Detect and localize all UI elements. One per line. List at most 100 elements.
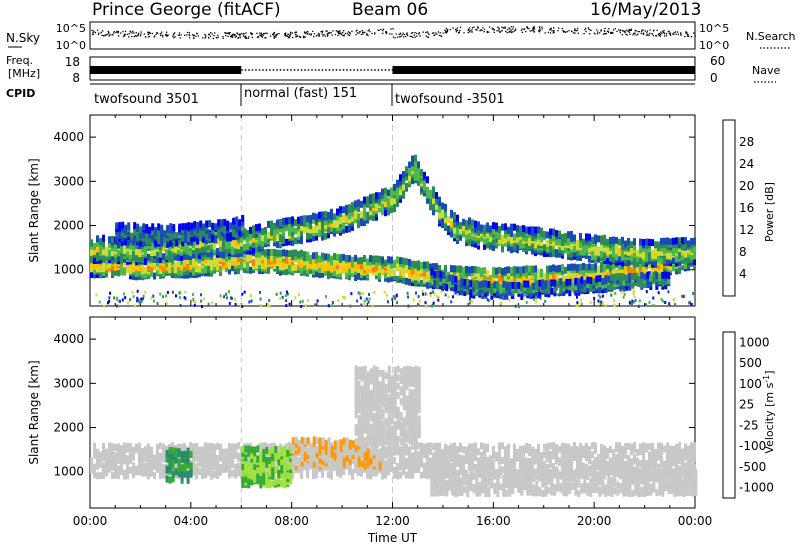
- power-cell: [565, 286, 569, 294]
- velocity-cell: [207, 463, 210, 471]
- power-cell: [171, 265, 174, 273]
- power-cell: [351, 256, 354, 264]
- power-cell: [267, 248, 270, 256]
- velocity-cell: [393, 457, 396, 464]
- noise-point: [577, 32, 579, 34]
- power-cell: [612, 244, 615, 252]
- noise-point: [690, 36, 693, 38]
- power-cell: [539, 296, 542, 300]
- power-cell: [417, 161, 420, 169]
- noise-point: [660, 33, 662, 36]
- velocity-cell: [273, 472, 276, 480]
- velocity-cell: [135, 443, 138, 451]
- velocity-cell: [219, 468, 222, 476]
- power-cell: [378, 272, 381, 280]
- velocity-cell: [375, 445, 378, 453]
- velocity-cell: [372, 466, 375, 473]
- power-cell: [348, 204, 351, 212]
- power-cell: [132, 244, 135, 252]
- velocity-cell: [345, 462, 348, 470]
- noise-point: [135, 35, 137, 37]
- velocity-cell: [207, 443, 210, 451]
- noise-point: [369, 31, 371, 33]
- noise-point: [195, 35, 197, 38]
- noise-point: [139, 35, 142, 37]
- noise-point: [302, 36, 305, 38]
- power-cell: [315, 213, 318, 221]
- velocity-cell: [96, 472, 99, 480]
- noise-point: [349, 32, 351, 35]
- power-cell: [111, 269, 114, 277]
- noise-point: [405, 35, 407, 38]
- power-cell: [261, 234, 264, 241]
- noise-point: [211, 33, 213, 35]
- power-cell: [207, 258, 210, 266]
- noise-point: [642, 29, 644, 31]
- power-cell: [692, 292, 695, 295]
- power-cell: [414, 260, 417, 268]
- noise-point: [389, 33, 391, 35]
- power-cell: [127, 222, 131, 230]
- power-cell: [591, 236, 594, 244]
- noise-point: [467, 29, 470, 32]
- power-cell: [558, 264, 561, 272]
- noise-point: [541, 26, 543, 28]
- noise-point: [377, 29, 379, 31]
- power-cell: [501, 268, 504, 275]
- power-cell: [390, 266, 393, 274]
- noise-point: [273, 36, 275, 38]
- velocity-cell: [132, 453, 135, 461]
- power-cell: [141, 245, 144, 253]
- power-cell: [375, 192, 378, 200]
- noise-point: [409, 35, 411, 38]
- power-cell: [433, 278, 437, 286]
- noise-point: [233, 33, 235, 36]
- noise-point: [506, 32, 508, 34]
- power-cell: [300, 266, 303, 274]
- power-cell: [437, 295, 440, 299]
- noise-point: [491, 27, 493, 29]
- power-cell: [121, 234, 125, 242]
- noise-point: [349, 31, 351, 34]
- power-cell: [153, 272, 156, 280]
- power-cell: [270, 254, 273, 262]
- noise-point: [160, 34, 162, 37]
- power-cell: [123, 245, 126, 252]
- noise-point: [179, 37, 181, 39]
- noise-point: [621, 34, 623, 36]
- noise-point: [325, 30, 327, 32]
- noise-point: [562, 30, 565, 32]
- power-cell: [513, 223, 516, 231]
- power-cell: [684, 246, 687, 254]
- power-cell: [279, 249, 282, 257]
- velocity-cell: [369, 448, 372, 456]
- power-cell: [535, 296, 538, 300]
- power-cell: [135, 269, 138, 277]
- noise-point: [259, 34, 261, 36]
- velocity-cell: [264, 465, 267, 473]
- date-title: 16/May/2013: [590, 0, 702, 20]
- power-cell: [420, 266, 423, 274]
- power-cell: [312, 252, 315, 260]
- noise-point: [204, 36, 207, 38]
- power-cell: [365, 297, 368, 301]
- noise-left-tick-top: 10^5: [56, 22, 86, 35]
- power-cell: [435, 192, 438, 199]
- noise-point: [414, 32, 416, 34]
- power-cell: [333, 258, 336, 266]
- noise-point: [603, 30, 606, 32]
- power-cell: [627, 266, 630, 274]
- noise-point: [687, 35, 689, 37]
- noise-point: [307, 30, 309, 33]
- power-cell: [433, 292, 436, 296]
- power-cell: [661, 271, 665, 279]
- power-cell: [444, 203, 447, 211]
- power-cell: [573, 245, 576, 253]
- noise-point: [287, 36, 290, 38]
- power-cell: [540, 268, 543, 276]
- power-cell: [192, 257, 195, 265]
- power-cell: [457, 288, 461, 296]
- power-cell: [522, 244, 525, 252]
- velocity-cell: [117, 456, 120, 464]
- power-cell: [219, 248, 222, 256]
